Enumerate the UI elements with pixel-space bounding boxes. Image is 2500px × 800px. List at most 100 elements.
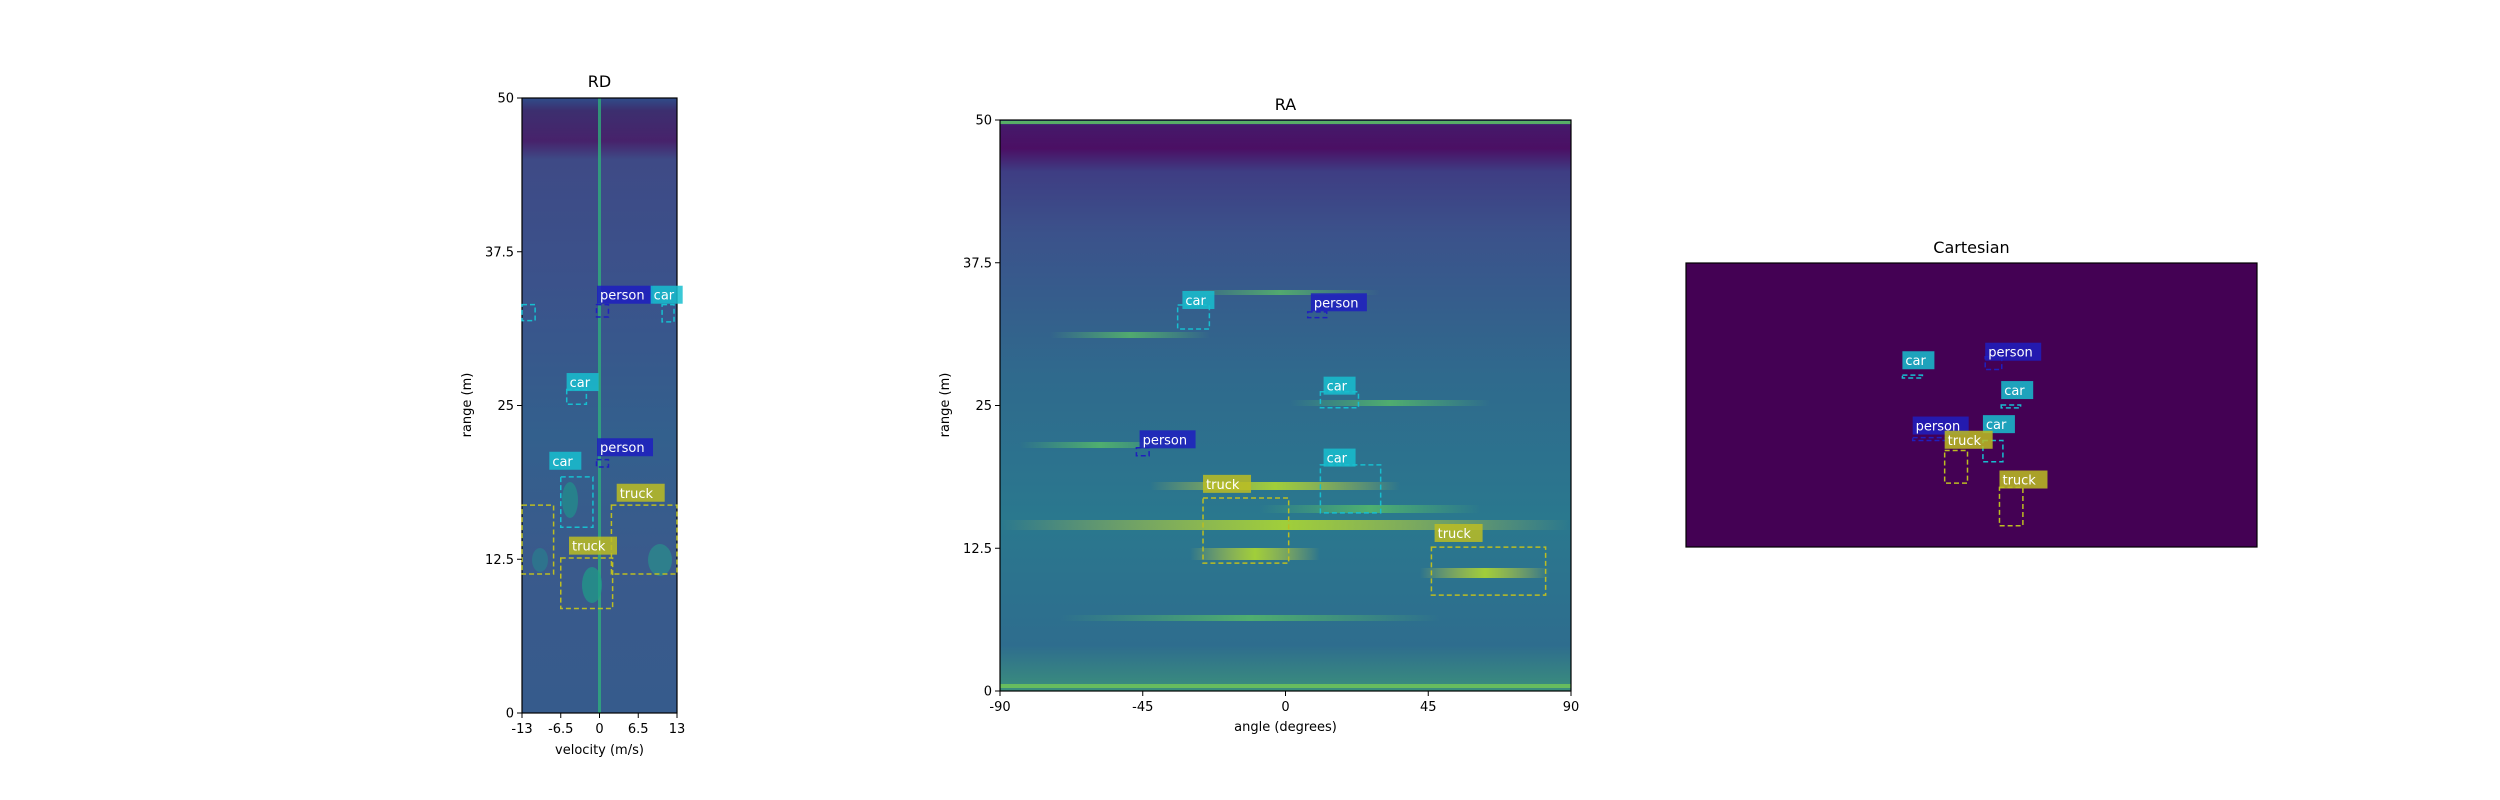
ra-xlabel: angle (degrees) [1234, 720, 1337, 735]
ra-xtick-label: 0 [1281, 700, 1289, 715]
rd-box-person [595, 303, 610, 318]
cartesian-label-bg [1912, 416, 1969, 435]
ra-labels: car person car person car truck truck [1139, 291, 1483, 542]
rd-box-truck [560, 557, 614, 610]
cartesian-label-truck: truck [1999, 470, 2048, 489]
rd-box-car [560, 476, 594, 529]
cartesian-box-car [1901, 374, 1924, 379]
cartesian-box-truck [1943, 449, 1969, 484]
ra-xtick-label: -45 [1132, 700, 1153, 715]
rd-ytick-label: 0 [506, 707, 514, 722]
rd-label-bg [566, 373, 599, 392]
rd-box-car [521, 303, 536, 322]
ra-ylabel: range (m) [938, 373, 953, 438]
ra-label-car: car [1323, 448, 1356, 467]
rd-label-bg [569, 536, 617, 555]
cartesian-label-bg [1982, 415, 2015, 434]
cartesian-label-bg [1944, 430, 1993, 449]
ra-box-truck [1202, 497, 1290, 564]
cartesian-label-car: car [2001, 381, 2034, 400]
ra-xticks: -90 -45 0 45 90 [989, 691, 1579, 715]
ra-box-truck [1430, 546, 1547, 596]
ra-label-bg [1323, 376, 1356, 395]
cartesian-axes-frame [1685, 262, 2258, 548]
rd-yticks: 0 12.5 25 37.5 50 [485, 92, 522, 722]
rd-ytick-label: 37.5 [485, 245, 514, 260]
cartesian-label-text: car [1986, 418, 2007, 433]
rd-xtick-label: 13 [669, 722, 686, 737]
ra-label-bg [1323, 448, 1356, 467]
rd-box-car [661, 303, 675, 323]
ra-ytick-label: 50 [975, 114, 992, 129]
cartesian-label-bg [1985, 342, 2042, 361]
rd-box-person [595, 458, 610, 468]
ra-label-text: truck [1438, 527, 1472, 542]
cartesian-box-car [2000, 404, 2022, 409]
cartesian-heatmap [1686, 263, 2257, 547]
ra-label-text: truck [1206, 478, 1240, 493]
ra-label-car: car [1182, 291, 1215, 310]
cartesian-label-car: car [1902, 351, 1935, 370]
rd-label-bg [650, 285, 683, 304]
rd-ylabel: range (m) [460, 373, 475, 438]
ra-label-bg [1203, 474, 1252, 493]
cartesian-title: Cartesian [1933, 238, 2009, 257]
rd-panel: person car car person car truck truck RD -13 -6… [460, 72, 685, 758]
ra-ytick-label: 25 [975, 399, 992, 414]
ra-label-text: car [1327, 380, 1348, 395]
rd-xtick-label: 0 [595, 722, 603, 737]
ra-box-person [1135, 447, 1150, 457]
ra-streaks [1000, 121, 1571, 688]
rd-label-car: car [566, 373, 599, 392]
ra-ytick-label: 37.5 [963, 256, 992, 271]
rd-labels: person car car person car truck truck [549, 285, 683, 555]
rd-label-truck: truck [616, 483, 665, 502]
rd-label-text: person [600, 289, 645, 304]
rd-ytick-label: 25 [497, 399, 514, 414]
rd-ytick-label: 12.5 [485, 553, 514, 568]
ra-label-bg [1182, 291, 1215, 310]
rd-label-person: person [597, 285, 654, 304]
rd-label-text: car [654, 289, 675, 304]
rd-xtick-label: 6.5 [628, 722, 649, 737]
ra-box-person [1306, 311, 1328, 319]
ra-yticks: 0 12.5 25 37.5 50 [963, 114, 1000, 700]
cartesian-label-person: person [1985, 342, 2042, 361]
cartesian-label-text: car [1905, 354, 1926, 369]
ra-label-car: car [1323, 376, 1356, 395]
rd-label-bg [616, 483, 665, 502]
rd-label-text: car [570, 376, 591, 391]
ra-box-car [1319, 464, 1382, 514]
ra-label-bg [1139, 430, 1196, 449]
rd-label-person: person [597, 438, 654, 457]
rd-box-truck [521, 504, 555, 575]
cartesian-label-text: truck [1948, 434, 1982, 449]
rd-xtick-label: -6.5 [548, 722, 573, 737]
rd-xtick-label: -13 [511, 722, 532, 737]
ra-title: RA [1275, 95, 1296, 114]
ra-panel: car person car person car truck truck RA -90 -4… [938, 95, 1579, 735]
cartesian-label-text: person [1988, 346, 2033, 361]
ra-label-text: car [1327, 452, 1348, 467]
ra-label-text: person [1314, 296, 1359, 311]
ra-xtick-label: 90 [1563, 700, 1580, 715]
ra-xtick-label: -90 [989, 700, 1010, 715]
rd-label-truck: truck [569, 536, 617, 555]
rd-label-text: truck [572, 540, 606, 555]
cartesian-box-car [1982, 439, 2004, 463]
ra-label-text: car [1185, 294, 1206, 309]
rd-ytick-label: 50 [497, 92, 514, 107]
ra-box-car [1176, 304, 1211, 330]
rd-label-bg [549, 451, 582, 470]
rd-label-car: car [650, 285, 683, 304]
rd-title: RD [588, 72, 611, 91]
ra-label-text: person [1143, 433, 1188, 448]
cartesian-label-text: car [2004, 384, 2025, 399]
ra-label-person: person [1310, 293, 1367, 312]
rd-xlabel: velocity (m/s) [555, 743, 644, 758]
rd-bright-returns [532, 482, 672, 603]
cartesian-label-bg [1902, 351, 1935, 370]
ra-label-bg [1310, 293, 1367, 312]
ra-label-truck: truck [1434, 523, 1483, 542]
